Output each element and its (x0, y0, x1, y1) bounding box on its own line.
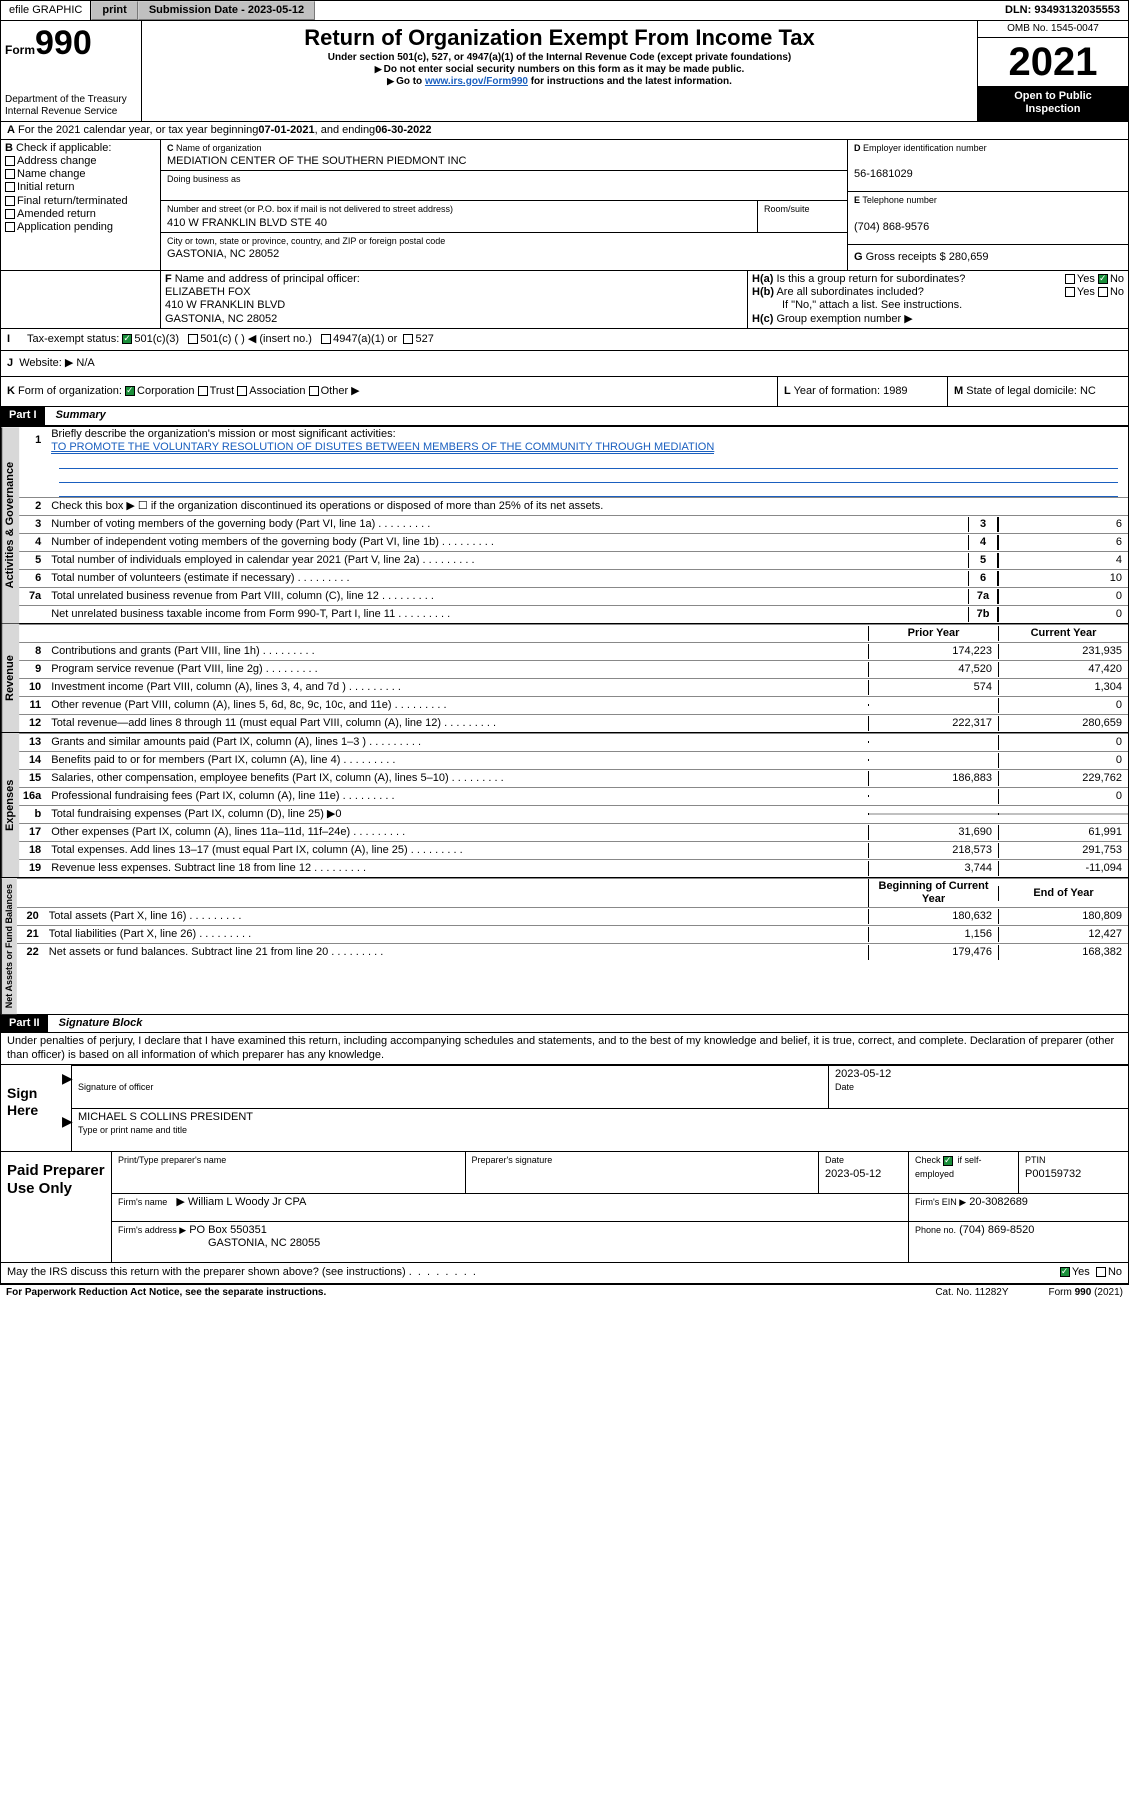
chk-name[interactable]: Name change (17, 168, 86, 180)
irs: Internal Revenue Service (5, 106, 137, 118)
efile-label: efile GRAPHIC (1, 1, 91, 20)
phone: (704) 868-9576 (854, 221, 929, 233)
chk-final[interactable]: Final return/terminated (17, 195, 128, 207)
sign-date: 2023-05-12 (835, 1068, 891, 1080)
form-number: 990 (35, 24, 92, 62)
perjury-declaration: Under penalties of perjury, I declare th… (0, 1033, 1129, 1063)
firm-ein: 20-3082689 (969, 1196, 1028, 1208)
part-ii-title: Signature Block (51, 1015, 151, 1031)
paid-preparer-label: Paid Preparer Use Only (1, 1152, 111, 1262)
firm-addr: PO Box 550351 (189, 1224, 267, 1236)
gross-receipts: 280,659 (949, 251, 989, 263)
subtitle-2: Do not enter social security numbers on … (150, 64, 969, 76)
firm-phone: (704) 869-8520 (959, 1224, 1034, 1236)
tab-revenue: Revenue (1, 624, 19, 732)
arrow-icon: ▶ (62, 1070, 73, 1087)
ptin: P00159732 (1025, 1168, 1081, 1180)
year-formed: 1989 (883, 385, 907, 397)
officer-city: GASTONIA, NC 28052 (165, 313, 277, 325)
print-button[interactable]: print (91, 1, 137, 20)
footer-left: For Paperwork Reduction Act Notice, see … (6, 1287, 326, 1299)
discuss-question: May the IRS discuss this return with the… (7, 1266, 406, 1279)
signer-name: MICHAEL S COLLINS PRESIDENT (78, 1111, 253, 1123)
part-i-hdr: Part I (1, 407, 45, 424)
col-current: Current Year (998, 626, 1128, 641)
prep-date: 2023-05-12 (825, 1168, 881, 1180)
omb-number: OMB No. 1545-0047 (978, 21, 1128, 38)
tab-net-assets: Net Assets or Fund Balances (1, 878, 17, 1014)
col-prior: Prior Year (868, 626, 998, 641)
chk-pending[interactable]: Application pending (17, 221, 113, 233)
form-header: Form990 Department of the Treasury Inter… (0, 21, 1129, 120)
website: N/A (76, 357, 94, 370)
dba-label: Doing business as (167, 174, 241, 184)
dept-treasury: Department of the Treasury (5, 94, 137, 106)
chk-initial[interactable]: Initial return (17, 181, 74, 193)
chk-address[interactable]: Address change (17, 155, 97, 167)
part-ii-hdr: Part II (1, 1015, 48, 1032)
org-name: MEDIATION CENTER OF THE SOUTHERN PIEDMON… (167, 155, 466, 167)
form-title: Return of Organization Exempt From Incom… (150, 25, 969, 51)
firm-name: William L Woody Jr CPA (188, 1196, 306, 1208)
officer-street: 410 W FRANKLIN BLVD (165, 299, 285, 311)
dln: DLN: 93493132035553 (997, 1, 1128, 20)
col-end: End of Year (998, 886, 1128, 901)
form-word: Form (5, 43, 35, 57)
col-begin: Beginning of Current Year (868, 879, 998, 907)
footer-right: Form 990 (2021) (1049, 1287, 1123, 1299)
ein: 56-1681029 (854, 168, 913, 180)
arrow-icon: ▶ (62, 1113, 73, 1130)
b-label: Check if applicable: (16, 142, 111, 154)
part-i-title: Summary (48, 407, 114, 423)
submission-date: Submission Date - 2023-05-12 (138, 1, 315, 20)
subtitle-1: Under section 501(c), 527, or 4947(a)(1)… (150, 52, 969, 64)
tab-expenses: Expenses (1, 733, 19, 877)
tab-governance: Activities & Governance (1, 427, 19, 623)
irs-link[interactable]: www.irs.gov/Form990 (425, 76, 528, 87)
state-domicile: NC (1080, 385, 1096, 397)
officer-name: ELIZABETH FOX (165, 286, 251, 298)
org-city: GASTONIA, NC 28052 (167, 248, 279, 260)
tax-year: 2021 (978, 38, 1128, 86)
chk-amended[interactable]: Amended return (17, 208, 96, 220)
line-a: A For the 2021 calendar year, or tax yea… (0, 121, 1129, 139)
footer-cat: Cat. No. 11282Y (935, 1287, 1008, 1299)
topbar: efile GRAPHIC print Submission Date - 20… (0, 0, 1129, 21)
mission: TO PROMOTE THE VOLUNTARY RESOLUTION OF D… (51, 441, 714, 454)
org-street: 410 W FRANKLIN BLVD STE 40 (167, 217, 327, 229)
sign-here-label: Sign Here (1, 1065, 71, 1152)
